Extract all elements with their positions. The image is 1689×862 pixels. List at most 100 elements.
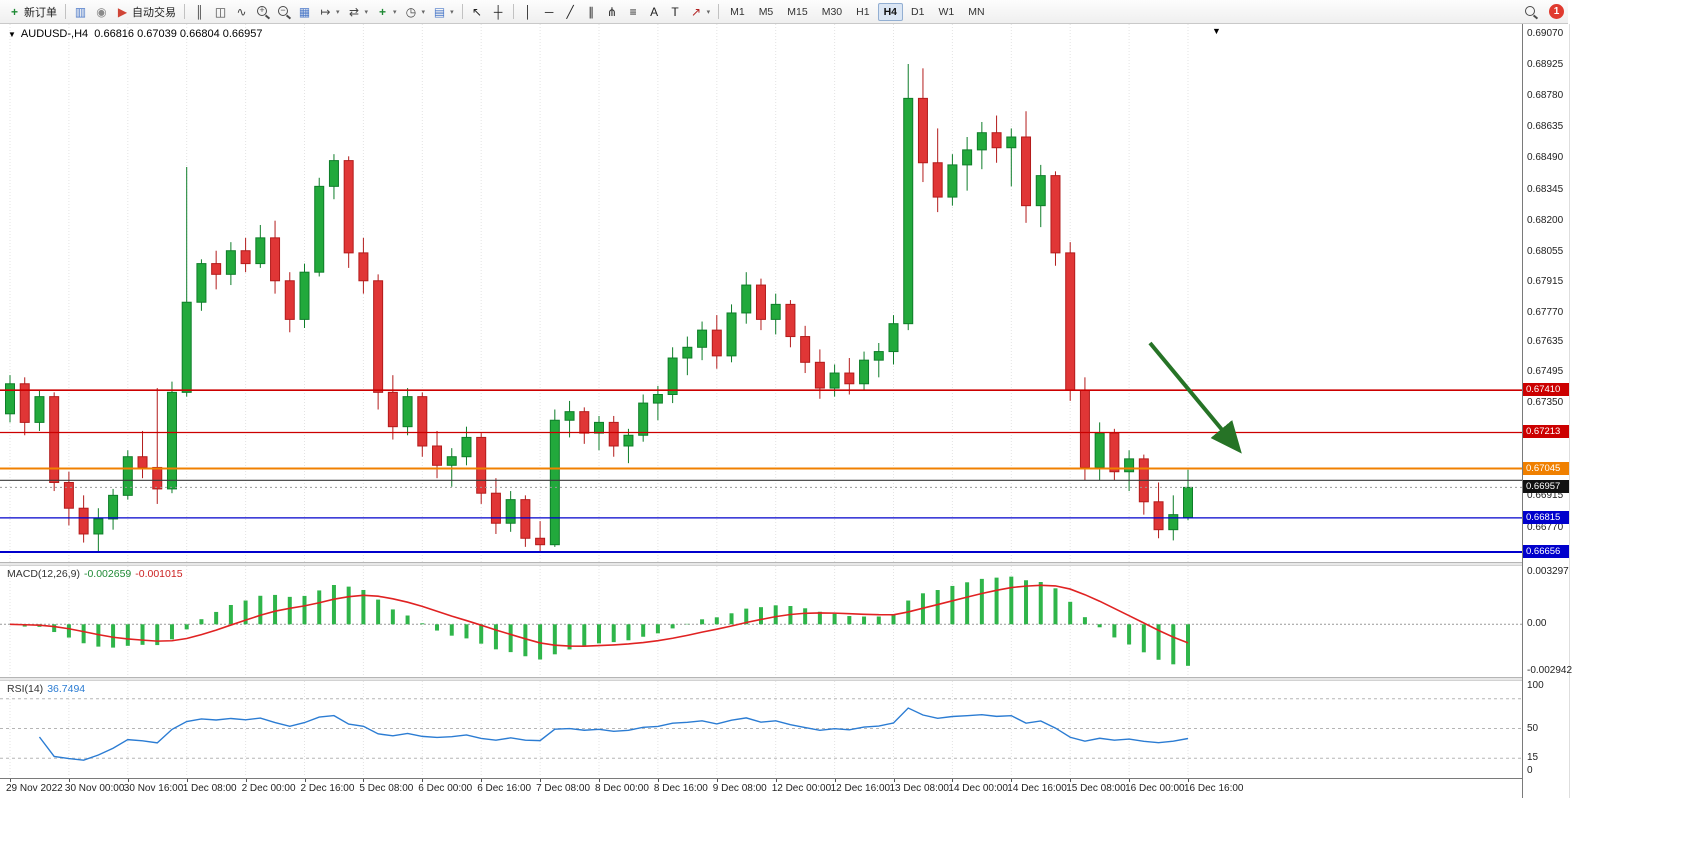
time-tick xyxy=(186,779,188,782)
arrows-button[interactable]: ↗ ▾ xyxy=(686,2,715,22)
channel-icon: ∥ xyxy=(588,4,595,19)
time-tick xyxy=(245,779,247,782)
candle-chart-button[interactable]: ◫ xyxy=(210,2,231,22)
pitchfork-button[interactable]: ⋔ xyxy=(602,2,623,22)
chart-shift-caret-icon: ▾ xyxy=(364,8,369,16)
label-button[interactable]: T xyxy=(665,2,686,22)
panel-separator[interactable] xyxy=(0,562,1568,566)
auto-scroll-icon: ↦ xyxy=(320,4,331,19)
notification-badge[interactable]: 1 xyxy=(1549,4,1564,19)
auto-scroll-caret-icon: ▾ xyxy=(336,8,340,16)
auto-trading-button[interactable]: ▶ 自动交易 xyxy=(112,2,180,22)
price-label: 0.68780 xyxy=(1527,90,1564,102)
templates-button[interactable]: ▤ ▾ xyxy=(429,2,458,22)
time-tick xyxy=(716,779,718,782)
chart-symbol-period: AUDUSD-,H4 xyxy=(20,28,89,40)
chart-window-marker-icon[interactable]: ▼ xyxy=(1212,26,1221,36)
candle-body xyxy=(800,336,811,363)
vline-button[interactable]: │ xyxy=(518,2,539,22)
candle-body xyxy=(93,518,104,535)
timeframe-h1-button[interactable]: H1 xyxy=(856,5,870,18)
macd-name: MACD(12,26,9) xyxy=(7,568,80,580)
chart-shift-button[interactable]: ⇄ ▾ xyxy=(344,2,373,22)
price-label: 0.68055 xyxy=(1527,245,1564,257)
timeframe-d1-button[interactable]: D1 xyxy=(911,5,925,18)
fibo-button[interactable]: ≡ xyxy=(623,2,644,22)
timeframe-m15-button[interactable]: M15 xyxy=(787,5,808,18)
chart-shift-icon: ⇄ xyxy=(348,4,360,19)
timeframe-w1-button[interactable]: W1 xyxy=(938,5,955,18)
candle-body xyxy=(814,361,825,389)
data-window-button[interactable]: ◉ xyxy=(91,2,112,22)
timeframe-m1-button[interactable]: M1 xyxy=(730,5,745,18)
zoom-out-icon: − xyxy=(278,5,288,16)
candle-body xyxy=(947,164,958,198)
candle-body xyxy=(314,185,325,273)
zoom-in-button[interactable]: + xyxy=(252,2,273,22)
macd-panel[interactable] xyxy=(0,566,1522,677)
new-order-button[interactable]: + 新订单 xyxy=(4,2,61,22)
timeframe-h4-button[interactable]: H4 xyxy=(877,2,904,21)
time-label: 16 Dec 16:00 xyxy=(1184,783,1244,794)
new-chart-button[interactable]: + ▾ xyxy=(372,2,401,22)
channel-button[interactable]: ∥ xyxy=(581,2,602,22)
new-order-label: 新订单 xyxy=(24,6,57,19)
time-tick xyxy=(540,779,542,782)
auto-trading-label: 自动交易 xyxy=(132,6,176,19)
candle-body xyxy=(49,396,60,483)
price-axis[interactable]: 0.69070 0.68925 0.68780 0.68635 0.68490 0.683… xyxy=(1522,24,1573,798)
timeframe-mn-button[interactable]: MN xyxy=(968,5,985,18)
candle-body xyxy=(770,303,781,320)
candle-body xyxy=(358,252,369,282)
timeframe-m5-button[interactable]: M5 xyxy=(758,5,774,18)
one-click-trading-toggle-icon[interactable]: ▼ xyxy=(8,30,16,39)
price-badge: 0.67410 xyxy=(1523,383,1569,397)
candle-body xyxy=(608,421,619,447)
candle-body xyxy=(284,280,295,320)
text-button[interactable]: A xyxy=(644,2,665,22)
timeframe-m30-button[interactable]: M30 xyxy=(821,5,843,18)
candle-body xyxy=(1124,458,1135,473)
price-badge: 0.67213 xyxy=(1523,425,1569,439)
macd-axis-label: -0.002942 xyxy=(1527,664,1573,676)
candle-body xyxy=(446,456,457,466)
cursor-button[interactable]: ↖ xyxy=(467,2,488,22)
search-button[interactable] xyxy=(1520,2,1541,22)
candle-body xyxy=(932,162,943,198)
rsi-panel[interactable] xyxy=(0,681,1522,777)
time-tick xyxy=(481,779,483,782)
crosshair-button[interactable]: ┼ xyxy=(488,2,509,22)
candle-body xyxy=(78,507,89,535)
candle-body xyxy=(652,393,663,404)
time-axis[interactable]: 29 Nov 2022 30 Nov 00:00 30 Nov 16:00 1 Dec… xyxy=(0,778,1522,799)
time-tick xyxy=(422,779,424,782)
vline-icon: │ xyxy=(524,4,532,19)
trendline-button[interactable]: ╱ xyxy=(560,2,581,22)
hline-button[interactable]: ─ xyxy=(539,2,560,22)
time-label: 6 Dec 00:00 xyxy=(418,783,473,794)
auto-scroll-button[interactable]: ↦ ▾ xyxy=(315,2,344,22)
bar-chart-button[interactable]: ║ xyxy=(189,2,210,22)
panel-separator[interactable] xyxy=(0,677,1568,681)
time-tick xyxy=(657,779,659,782)
periods-button[interactable]: ◷ ▾ xyxy=(401,2,430,22)
candle-body xyxy=(549,419,560,546)
trend-arrow[interactable] xyxy=(1148,341,1242,454)
candle-body xyxy=(343,160,354,254)
time-tick xyxy=(1011,779,1013,782)
candle-body xyxy=(196,263,207,303)
candle-body xyxy=(697,329,708,348)
candle-body xyxy=(1079,389,1090,468)
main-chart[interactable] xyxy=(0,24,1522,562)
label-icon: T xyxy=(671,4,679,19)
text-icon: A xyxy=(650,4,659,19)
tile-windows-button[interactable]: ▦ xyxy=(294,2,315,22)
line-chart-button[interactable]: ∿ xyxy=(231,2,252,22)
toolbar-separator xyxy=(461,4,463,19)
candle-body xyxy=(1021,136,1032,207)
candle-body xyxy=(387,391,398,428)
toolbar-separator xyxy=(184,4,185,19)
time-label: 9 Dec 08:00 xyxy=(712,783,767,794)
zoom-out-button[interactable]: − xyxy=(273,2,294,22)
market-watch-button[interactable]: ▥ xyxy=(70,2,91,22)
